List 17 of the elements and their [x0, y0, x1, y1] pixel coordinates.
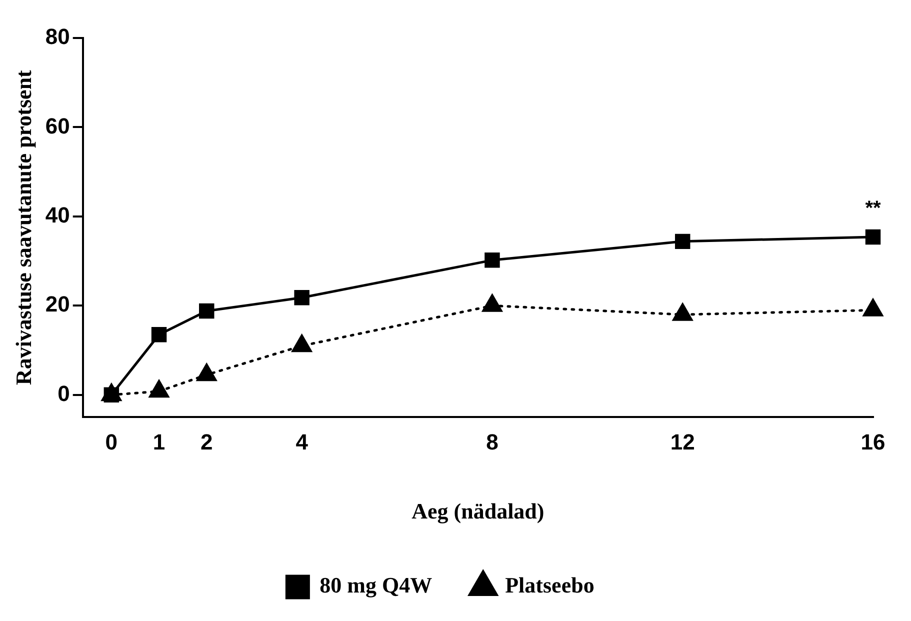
y-tick-label: 20	[45, 292, 70, 317]
x-tick-label: 16	[860, 429, 886, 454]
x-axis-title: Aeg (nädalad)	[412, 498, 544, 524]
y-tick-label: 80	[45, 24, 70, 50]
x-tick-label: 8	[486, 429, 498, 454]
x-tick-label: 4	[296, 429, 309, 454]
x-tick-label: 1	[152, 429, 166, 454]
y-tick-label: 0	[58, 380, 70, 406]
x-tick-label: 0	[105, 429, 118, 454]
legend-label: 80 mg Q4W	[320, 572, 432, 598]
annotation: **	[865, 197, 881, 220]
x-tick-label: 12	[670, 429, 695, 454]
y-tick-label: 60	[45, 113, 70, 138]
x-tick-label: 2	[200, 429, 213, 454]
y-axis-title: Ravivastuse saavutanute protsent	[10, 69, 36, 386]
legend-label: Platseebo	[505, 572, 594, 598]
y-tick-label: 40	[45, 202, 70, 228]
